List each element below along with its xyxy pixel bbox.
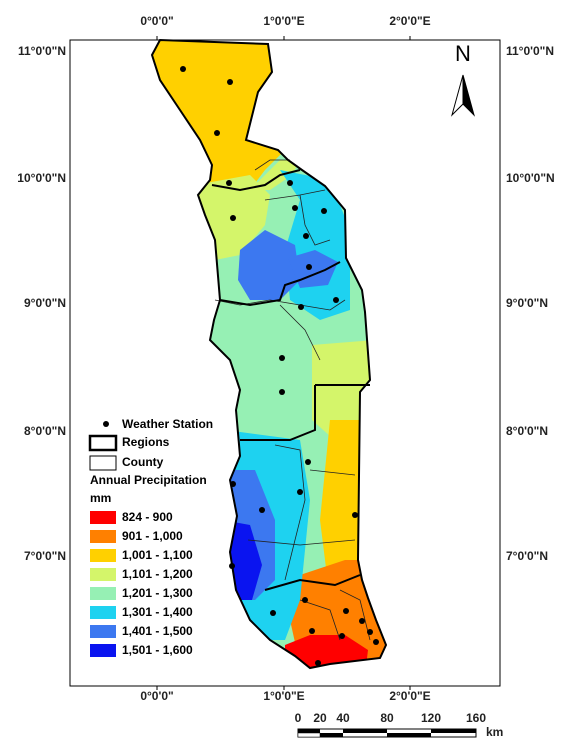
longitude-label-bottom: 2°0'0"E bbox=[389, 689, 430, 703]
county-lines bbox=[214, 159, 371, 641]
latitude-label-right: 11°0'0"N bbox=[506, 44, 554, 58]
longitude-label-top: 1°0'0"E bbox=[263, 14, 304, 28]
legend-swatch bbox=[90, 511, 116, 524]
precipitation-zone bbox=[250, 160, 300, 190]
scale-bar-segment bbox=[297, 732, 321, 738]
latitude-label-right: 8°0'0"N bbox=[506, 424, 548, 438]
legend-county: County bbox=[122, 455, 164, 469]
legend-class-label: 1,201 - 1,300 bbox=[122, 586, 193, 600]
scale-bar-segment bbox=[387, 733, 431, 737]
legend-county-symbol bbox=[89, 455, 117, 471]
legend-swatch bbox=[90, 530, 116, 543]
scale-bar-segment bbox=[320, 733, 343, 737]
legend-swatch bbox=[90, 568, 116, 581]
legend-class-label: 1,001 - 1,100 bbox=[122, 548, 193, 562]
scale-label: 20 bbox=[313, 711, 327, 725]
latitude-label-left: 7°0'0"N bbox=[24, 549, 66, 563]
legend-station: Weather Station bbox=[122, 417, 213, 431]
scale-label: 40 bbox=[336, 711, 350, 725]
legend-regions: Regions bbox=[122, 435, 170, 449]
legend-class-label: 1,401 - 1,500 bbox=[122, 624, 193, 638]
latitude-label-left: 8°0'0"N bbox=[24, 424, 66, 438]
precipitation-zone bbox=[288, 250, 338, 288]
weather-stations bbox=[180, 66, 379, 666]
longitude-label-top: 2°0'0"E bbox=[389, 14, 430, 28]
legend-class-label: 901 - 1,000 bbox=[122, 529, 183, 543]
legend-station-symbol bbox=[103, 421, 109, 427]
longitude-label-top: 0°0'0" bbox=[140, 14, 173, 28]
scale-bar-segment bbox=[298, 729, 320, 733]
scale-bar-segment bbox=[431, 729, 476, 733]
precipitation-zone bbox=[238, 230, 300, 300]
longitude-label-bottom: 1°0'0"E bbox=[263, 689, 304, 703]
legend-swatch bbox=[90, 644, 116, 657]
latitude-label-right: 7°0'0"N bbox=[506, 549, 548, 563]
north-arrow bbox=[451, 74, 475, 117]
legend-regions-symbol bbox=[88, 434, 118, 452]
scale-label: 120 bbox=[421, 711, 441, 725]
latitude-label-left: 10°0'0"N bbox=[17, 171, 66, 185]
precipitation-zone bbox=[152, 40, 290, 195]
legend-class-label: 824 - 900 bbox=[122, 510, 173, 524]
legend-class-label: 1,501 - 1,600 bbox=[122, 643, 193, 657]
scale-bar-segment bbox=[343, 729, 387, 733]
latitude-label-right: 9°0'0"N bbox=[506, 296, 548, 310]
scale-label: 0 bbox=[295, 711, 302, 725]
legend-swatch bbox=[90, 606, 116, 619]
longitude-label-bottom: 0°0'0" bbox=[140, 689, 173, 703]
legend-swatch bbox=[90, 587, 116, 600]
scale-unit: km bbox=[486, 725, 503, 739]
legend-swatch bbox=[90, 549, 116, 562]
legend-title: Annual Precipitation bbox=[90, 473, 207, 487]
region-lines bbox=[151, 39, 387, 669]
legend-class-label: 1,301 - 1,400 bbox=[122, 605, 193, 619]
legend-unit: mm bbox=[90, 491, 111, 505]
latitude-label-left: 11°0'0"N bbox=[18, 44, 66, 58]
legend-swatch bbox=[90, 625, 116, 638]
latitude-label-left: 9°0'0"N bbox=[24, 296, 66, 310]
latitude-label-right: 10°0'0"N bbox=[506, 171, 555, 185]
legend-class-label: 1,101 - 1,200 bbox=[122, 567, 193, 581]
scale-label: 80 bbox=[380, 711, 394, 725]
scale-label: 160 bbox=[466, 711, 486, 725]
north-label: N bbox=[455, 41, 471, 66]
